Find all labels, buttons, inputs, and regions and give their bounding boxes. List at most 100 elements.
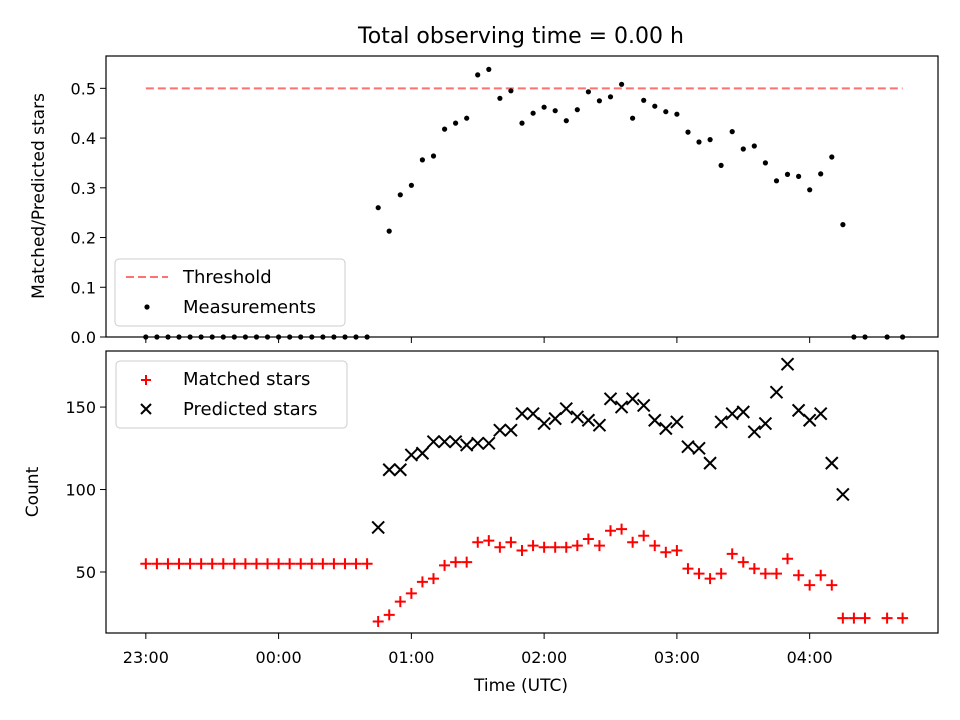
predicted-star-point xyxy=(404,448,419,462)
matched-star-point xyxy=(571,540,583,552)
matched-star-point xyxy=(295,558,307,570)
top-y-tick-label: 0.1 xyxy=(71,278,96,297)
measurement-point xyxy=(508,88,514,94)
predicted-star-point xyxy=(382,463,396,477)
top-y-tick-label: 0.5 xyxy=(71,79,96,98)
predicted-star-point xyxy=(659,421,673,436)
top-y-axis-label: Matched/Predicted stars xyxy=(29,93,49,299)
matched-star-point xyxy=(394,596,406,608)
predicted-star-point xyxy=(769,385,784,399)
x-tick-label: 04:00 xyxy=(787,648,833,667)
matched-star-point xyxy=(195,558,207,570)
matched-star-point xyxy=(151,558,163,570)
matched-star-point xyxy=(450,556,462,568)
predicted-star-point xyxy=(791,403,806,418)
matched-star-point xyxy=(250,558,262,570)
measurement-point xyxy=(674,111,680,117)
predicted-star-point xyxy=(515,406,529,421)
matched-star-point xyxy=(826,579,838,591)
matched-star-point xyxy=(416,576,428,588)
matched-star-point xyxy=(704,573,716,585)
measurement-point xyxy=(718,162,724,168)
predicted-star-point xyxy=(493,423,507,437)
matched-star-point xyxy=(560,541,572,553)
matched-star-point xyxy=(361,558,373,570)
measurement-point xyxy=(563,118,569,124)
predicted-star-point xyxy=(482,436,496,451)
matched-star-point xyxy=(627,536,639,548)
bottom-legend-box xyxy=(115,360,348,429)
matched-star-point xyxy=(284,558,296,570)
matched-star-point xyxy=(726,548,738,560)
matched-star-point xyxy=(339,558,351,570)
matched-star-point xyxy=(350,558,362,570)
measurement-point xyxy=(397,192,403,198)
top-y-tick-label: 0.2 xyxy=(71,229,96,248)
matched-star-point xyxy=(494,541,506,553)
top-legend-box xyxy=(114,258,346,327)
measurement-point xyxy=(829,154,835,160)
measurement-point xyxy=(541,104,547,110)
x-tick-label: 01:00 xyxy=(388,648,434,667)
matched-legend-label: Matched stars xyxy=(183,369,310,390)
predicted-star-point xyxy=(614,400,629,414)
measurements-legend-swatch xyxy=(144,304,150,310)
measurement-point xyxy=(641,97,647,103)
matched-star-point xyxy=(638,530,650,542)
matched-star-point xyxy=(897,612,909,624)
measurement-point xyxy=(696,139,702,145)
ratio-panel: 0.0 0.1 0.2 0.3 0.4 0.5 xyxy=(71,55,939,347)
matched-star-point xyxy=(217,558,229,570)
matched-star-point xyxy=(306,558,318,570)
matched-star-point xyxy=(837,612,849,624)
matched-star-point xyxy=(239,558,251,570)
matched-star-point xyxy=(804,579,816,591)
measurement-point xyxy=(519,120,525,126)
predicted-star-point xyxy=(780,357,795,371)
counts-panel: 50 100 150 23:00 00:00 01:00 02:00 03:00 04:00 xyxy=(65,350,939,667)
measurement-point xyxy=(375,205,381,211)
matched-star-point xyxy=(848,612,860,624)
predicted-star-point xyxy=(681,439,695,454)
predicted-star-point xyxy=(670,415,684,429)
predicted-star-point xyxy=(526,406,540,421)
predicted-star-point xyxy=(415,446,430,460)
matched-star-point xyxy=(383,609,395,621)
predicted-star-point xyxy=(625,392,640,406)
predicted-star-point xyxy=(448,434,463,449)
measurement-point xyxy=(386,228,392,234)
predicted-star-point xyxy=(603,392,618,406)
predicted-star-point xyxy=(736,405,750,419)
threshold-legend-label: Threshold xyxy=(182,267,272,288)
measurement-point xyxy=(552,108,558,114)
measurement-point xyxy=(707,137,713,143)
matched-star-point xyxy=(582,533,594,545)
measurement-point xyxy=(652,103,658,109)
measurement-point xyxy=(762,160,769,166)
matched-star-point xyxy=(273,558,285,570)
predicted-star-point xyxy=(548,411,562,426)
matched-star-point xyxy=(228,558,240,570)
matched-star-point xyxy=(593,540,605,552)
predicted-star-point xyxy=(636,398,651,413)
predicted-star-point xyxy=(437,434,452,449)
predicted-legend-swatch xyxy=(140,403,152,415)
measurement-point xyxy=(773,178,780,184)
measurement-point xyxy=(497,95,503,101)
measurement-point xyxy=(453,120,459,126)
matched-star-point xyxy=(527,540,539,552)
matched-star-point xyxy=(649,540,661,552)
matched-star-point xyxy=(317,558,329,570)
matched-star-point xyxy=(538,541,550,553)
predicted-star-point xyxy=(426,434,441,449)
measurement-point xyxy=(486,66,492,72)
bottom-y-axis-label: Count xyxy=(23,466,43,517)
measurement-point xyxy=(419,157,425,163)
matched-star-point xyxy=(605,525,617,537)
bottom-y-tick-label: 100 xyxy=(65,481,96,500)
matched-star-point xyxy=(173,558,185,570)
predicted-star-point xyxy=(836,487,850,502)
matched-star-point xyxy=(748,563,760,575)
bottom-axes-frame xyxy=(105,350,939,634)
